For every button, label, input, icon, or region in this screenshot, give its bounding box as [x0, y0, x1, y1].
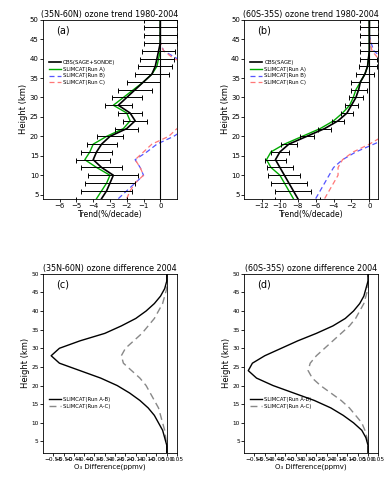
Legend: SLIMCAT(Run A-B), SLIMCAT(Run A-C): SLIMCAT(Run A-B), SLIMCAT(Run A-C): [47, 395, 113, 411]
Y-axis label: Height (km): Height (km): [20, 84, 28, 134]
Title: (35N-60N) ozone trend 1980-2004: (35N-60N) ozone trend 1980-2004: [41, 10, 179, 19]
Title: (60S-35S) ozone trend 1980-2004: (60S-35S) ozone trend 1980-2004: [243, 10, 379, 19]
Legend: OBS(SAGE+SONDE), SLIMCAT(Run A), SLIMCAT(Run B), SLIMCAT(Run C): OBS(SAGE+SONDE), SLIMCAT(Run A), SLIMCAT…: [47, 58, 118, 87]
Text: (b): (b): [257, 25, 271, 35]
X-axis label: Trend(%/decade): Trend(%/decade): [279, 210, 344, 219]
Text: (d): (d): [257, 279, 271, 289]
Text: (c): (c): [56, 279, 69, 289]
Title: (35N-60N) ozone difference 2004: (35N-60N) ozone difference 2004: [43, 264, 177, 273]
Y-axis label: Height (km): Height (km): [21, 338, 30, 388]
Legend: SLIMCAT(Run A-B), SLIMCAT(Run A-C): SLIMCAT(Run A-B), SLIMCAT(Run A-C): [248, 395, 314, 411]
X-axis label: Trend(%/decade): Trend(%/decade): [78, 210, 142, 219]
Title: (60S-35S) ozone difference 2004: (60S-35S) ozone difference 2004: [245, 264, 377, 273]
Y-axis label: Height (km): Height (km): [222, 338, 231, 388]
X-axis label: O₃ Difference(ppmv): O₃ Difference(ppmv): [275, 463, 347, 470]
X-axis label: O₃ Difference(ppmv): O₃ Difference(ppmv): [74, 463, 146, 470]
Legend: OBS(SAGE), SLIMCAT(Run A), SLIMCAT(Run B), SLIMCAT(Run C): OBS(SAGE), SLIMCAT(Run A), SLIMCAT(Run B…: [248, 58, 308, 87]
Text: (a): (a): [56, 25, 70, 35]
Y-axis label: Height (km): Height (km): [221, 84, 230, 134]
